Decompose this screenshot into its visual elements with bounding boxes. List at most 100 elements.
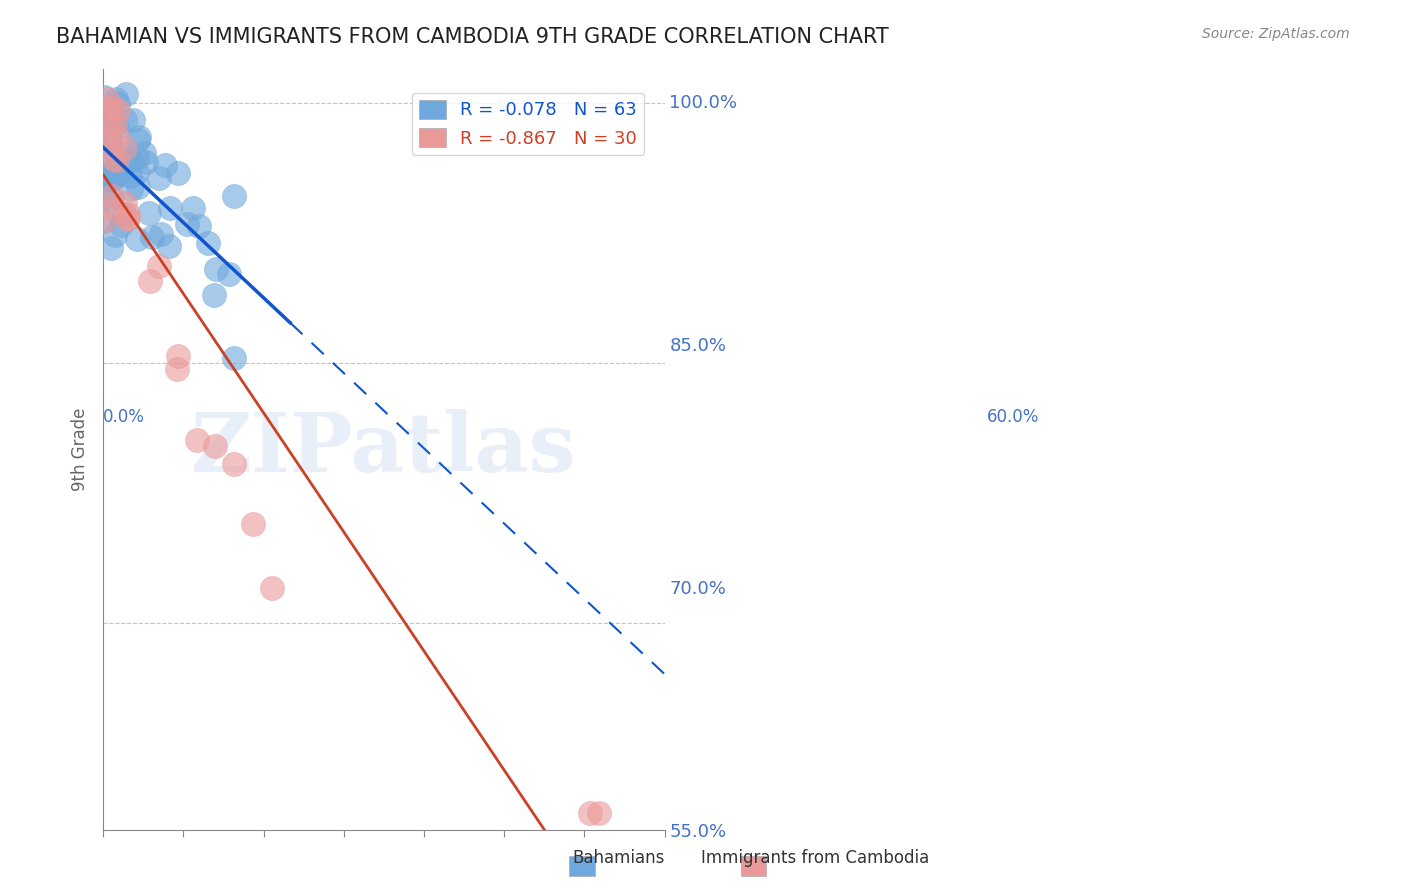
Point xyxy=(120,153,142,168)
Point xyxy=(139,274,162,288)
Text: Source: ZipAtlas.com: Source: ZipAtlas.com xyxy=(1202,27,1350,41)
Point xyxy=(224,188,246,202)
Point xyxy=(149,227,172,241)
Point xyxy=(260,582,283,596)
Point xyxy=(94,111,117,125)
Point xyxy=(110,161,132,176)
Point xyxy=(105,92,128,106)
Text: 0.0%: 0.0% xyxy=(103,408,145,425)
Point xyxy=(100,166,122,180)
Point xyxy=(167,349,190,363)
Point xyxy=(101,172,124,186)
Point xyxy=(98,127,121,141)
Point xyxy=(112,207,135,221)
Point xyxy=(242,517,264,532)
Point xyxy=(141,230,163,244)
Point xyxy=(153,157,176,171)
Point xyxy=(204,262,226,277)
Point xyxy=(93,214,115,228)
Point xyxy=(110,218,132,232)
Point xyxy=(97,140,120,154)
Point xyxy=(93,213,115,227)
Point xyxy=(105,129,128,144)
Point xyxy=(204,439,226,453)
Point xyxy=(224,457,246,471)
Point xyxy=(127,132,149,146)
Point xyxy=(98,152,121,166)
Point xyxy=(98,118,121,132)
Point xyxy=(101,188,124,202)
Legend: R = -0.078   N = 63, R = -0.867   N = 30: R = -0.078 N = 63, R = -0.867 N = 30 xyxy=(412,93,644,155)
Point xyxy=(100,192,122,206)
Point xyxy=(114,140,136,154)
Point xyxy=(97,118,120,132)
Point xyxy=(94,190,117,204)
Point xyxy=(167,166,190,180)
Point xyxy=(578,805,600,820)
Text: Bahamians: Bahamians xyxy=(572,849,665,867)
Point xyxy=(159,201,181,215)
Point xyxy=(103,101,125,115)
Text: Immigrants from Cambodia: Immigrants from Cambodia xyxy=(702,849,929,867)
Point xyxy=(186,433,208,447)
Text: BAHAMIAN VS IMMIGRANTS FROM CAMBODIA 9TH GRADE CORRELATION CHART: BAHAMIAN VS IMMIGRANTS FROM CAMBODIA 9TH… xyxy=(56,27,889,46)
Point xyxy=(121,112,143,127)
Point xyxy=(103,153,125,167)
Point xyxy=(96,141,118,155)
Point xyxy=(222,351,245,365)
Point xyxy=(100,140,122,154)
Point xyxy=(135,155,157,169)
Point xyxy=(107,103,129,118)
Point xyxy=(108,145,131,159)
Point xyxy=(132,146,155,161)
Point xyxy=(187,219,209,234)
Point xyxy=(115,211,138,226)
Point xyxy=(127,180,149,194)
Point xyxy=(117,207,139,221)
Point xyxy=(125,232,148,246)
Text: ZIPatlas: ZIPatlas xyxy=(191,409,576,490)
Point xyxy=(107,97,129,112)
Point xyxy=(105,166,128,180)
Point xyxy=(115,87,138,102)
Point xyxy=(105,160,128,174)
Point xyxy=(96,169,118,183)
Point xyxy=(588,805,610,820)
Point xyxy=(93,89,115,103)
Point xyxy=(100,102,122,116)
Point xyxy=(117,211,139,226)
Point xyxy=(181,201,204,215)
Point xyxy=(218,267,240,281)
Point xyxy=(118,152,141,166)
Point xyxy=(128,129,150,144)
Point xyxy=(148,260,170,274)
Point xyxy=(94,173,117,187)
Point xyxy=(105,153,128,167)
Point xyxy=(138,206,160,220)
Point xyxy=(127,152,149,166)
Text: 60.0%: 60.0% xyxy=(987,408,1039,425)
Point xyxy=(114,112,136,127)
Point xyxy=(166,362,188,376)
Point xyxy=(97,101,120,115)
Point xyxy=(104,228,127,243)
Point xyxy=(148,170,170,185)
Point xyxy=(114,195,136,210)
Point xyxy=(204,287,226,301)
Point xyxy=(100,241,122,255)
Point xyxy=(96,129,118,144)
Point xyxy=(105,169,128,183)
Point xyxy=(176,217,198,231)
Point xyxy=(101,201,124,215)
Point xyxy=(96,92,118,106)
Point xyxy=(103,169,125,183)
Point xyxy=(120,182,142,196)
Point xyxy=(100,170,122,185)
Point xyxy=(127,165,149,179)
Point xyxy=(104,116,127,130)
Point xyxy=(157,239,180,253)
Point xyxy=(197,235,219,250)
Point xyxy=(120,169,142,183)
Point xyxy=(94,104,117,119)
Point xyxy=(98,114,121,128)
